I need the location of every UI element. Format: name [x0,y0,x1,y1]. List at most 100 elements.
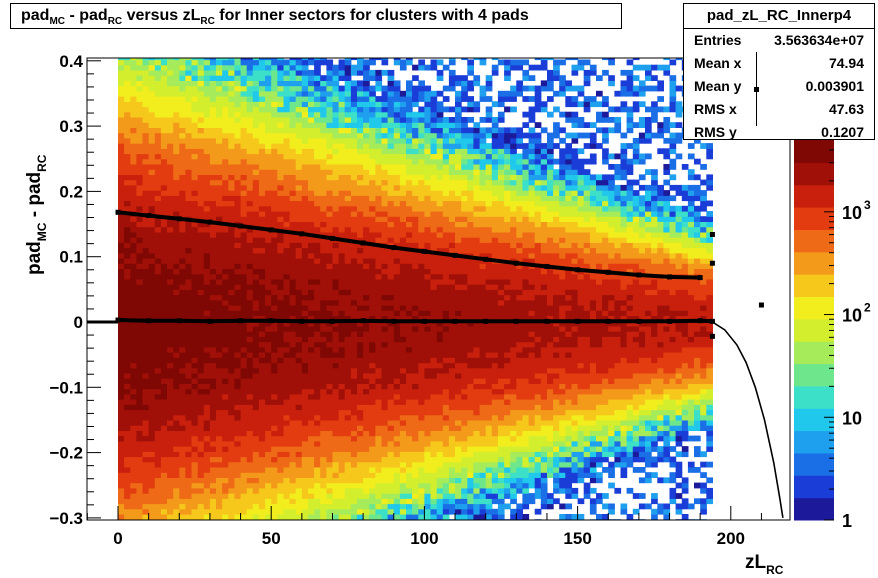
heatmap-cell [246,90,254,97]
heatmap-cell [148,305,156,311]
heatmap-cell [252,242,260,249]
heatmap-cell [424,404,432,411]
heatmap-cell [234,331,242,337]
heatmap-cell [252,211,260,217]
heatmap-cell [216,111,223,118]
heatmap-cell [185,143,193,149]
heatmap-cell [142,315,150,322]
heatmap-cell [271,122,278,128]
heatmap-cell [326,357,334,364]
heatmap-cell [173,101,180,108]
heatmap-cell [314,69,321,76]
heatmap-cell [136,101,144,108]
heatmap-cell [393,247,401,254]
heatmap-cell [154,498,162,505]
heatmap-cell [412,263,419,269]
heatmap-cell [258,179,266,186]
heatmap-cell [338,117,346,123]
heatmap-cell [228,435,235,442]
heatmap-cell [216,435,223,442]
heatmap-cell [154,85,162,92]
heatmap-cell [320,216,327,222]
heatmap-cell [308,85,315,92]
heatmap-cell [154,414,162,421]
heatmap-cell [191,472,199,478]
heatmap-cell [277,467,284,473]
heatmap-cell [424,242,432,249]
heatmap-cell [160,284,168,290]
heatmap-cell [412,190,419,196]
heatmap-cell [240,503,248,510]
heatmap-cell [258,258,266,264]
heatmap-cell [436,430,444,437]
heatmap-cell [381,299,389,306]
heatmap-cell [252,247,260,254]
heatmap-cell [308,169,315,175]
heatmap-cell [369,273,376,280]
heatmap-cell [406,383,413,390]
heatmap-cell [167,399,174,405]
heatmap-cell [118,493,125,499]
heatmap-cell [209,346,217,353]
heatmap-cell [222,137,229,144]
heatmap-cell [399,64,407,71]
heatmap-cell [246,404,254,411]
heatmap-cell [375,195,383,202]
heatmap-cell [350,289,358,296]
heatmap-cell [179,378,186,384]
heatmap-cell [136,440,144,447]
heatmap-cell [448,305,456,311]
heatmap-cell [418,169,425,175]
heatmap-cell [338,325,346,332]
heatmap-cell [326,184,334,191]
heatmap-cell [418,289,425,296]
heatmap-cell [455,435,462,442]
heatmap-cell [314,85,321,92]
heatmap-cell [173,461,180,468]
heatmap-cell [442,184,450,191]
heatmap-cell [442,273,450,280]
heatmap-cell [301,284,309,290]
heatmap-cell [399,242,407,249]
heatmap-cell [197,493,205,499]
heatmap-cell [222,451,229,458]
heatmap-cell [308,383,315,390]
heatmap-cell [332,357,340,364]
heatmap-cell [338,341,346,348]
heatmap-cell [185,195,193,202]
heatmap-cell [381,514,389,520]
heatmap-cell [418,226,425,233]
heatmap-cell [387,362,395,369]
heatmap-cell [326,430,334,437]
heatmap-cell [197,205,205,212]
heatmap-cell [320,101,327,108]
heatmap-cell [258,117,266,123]
heatmap-cell [308,414,315,421]
heatmap-cell [344,289,352,296]
heatmap-cell [148,284,156,290]
heatmap-cell [216,482,223,489]
heatmap-cell [314,352,321,358]
heatmap-cell [197,294,205,301]
heatmap-cell [222,216,229,222]
heatmap-cell [240,341,248,348]
heatmap-cell [191,231,199,238]
heatmap-cell [283,252,291,259]
heatmap-cell [246,310,254,316]
heatmap-cell [424,435,432,442]
heatmap-cell [387,336,395,343]
heatmap-cell [350,90,358,97]
heatmap-cell [240,362,248,369]
heatmap-cell [295,482,303,489]
heatmap-cell [148,106,156,113]
heatmap-cell [130,409,137,416]
heatmap-cell [154,357,162,364]
heatmap-cell [455,331,462,337]
heatmap-cell [393,404,401,411]
heatmap-cell [406,430,413,437]
heatmap-cell [185,477,193,484]
heatmap-cell [124,237,131,243]
heatmap-cell [448,148,456,155]
heatmap-cell [320,393,327,400]
heatmap-cell [283,69,291,76]
